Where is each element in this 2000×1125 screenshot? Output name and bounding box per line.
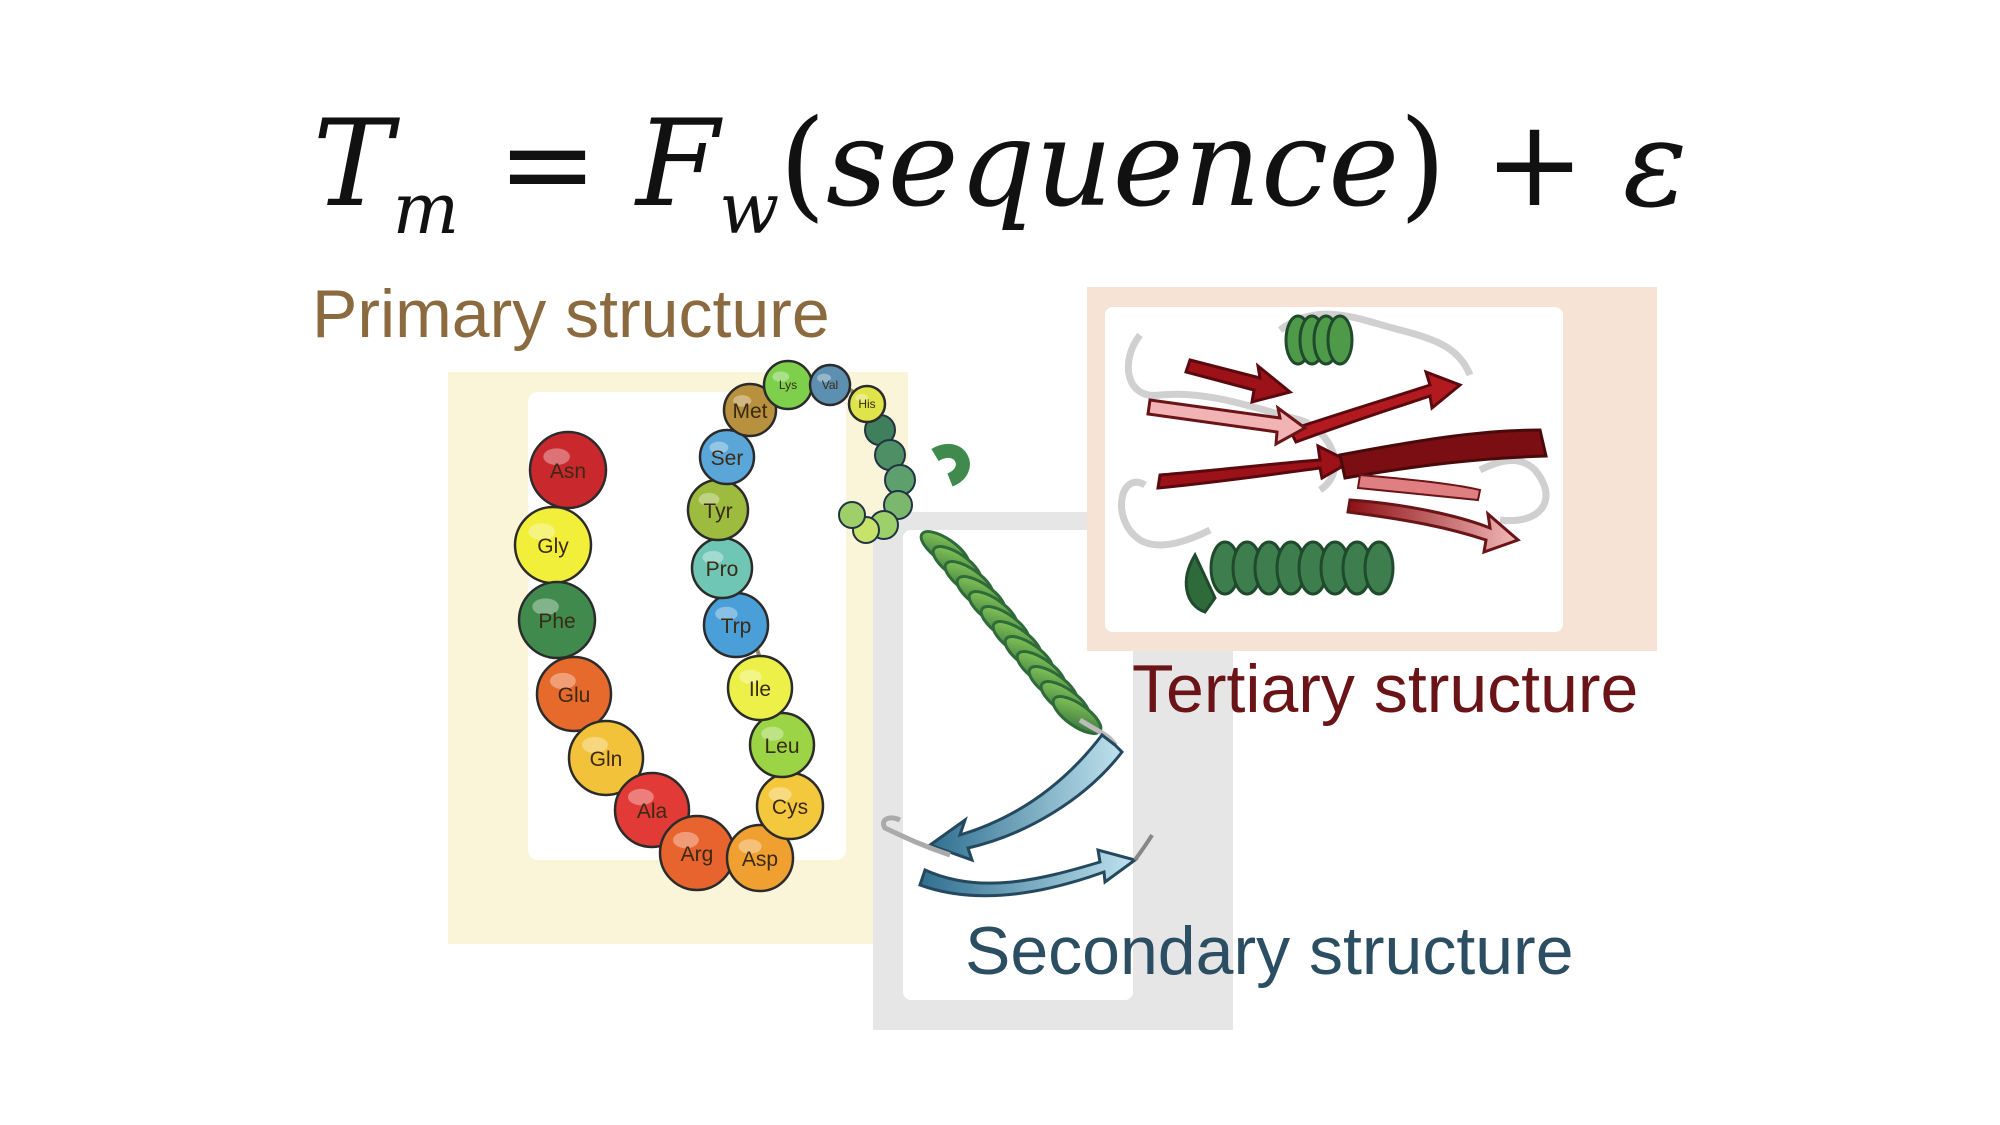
residue-bead: Asn <box>528 430 608 510</box>
residue-label: Gly <box>537 535 569 558</box>
helix-coil <box>1326 314 1354 366</box>
residue-label: Lys <box>779 378 797 392</box>
residue-label: Glu <box>558 684 591 707</box>
residue-bead: Phe <box>517 580 597 660</box>
beta-sheet <box>881 732 1154 898</box>
tertiary-ribbon <box>1118 310 1550 614</box>
eq-error-term: ε <box>1622 95 1688 234</box>
residue-bead: Asp <box>725 823 795 893</box>
primary-structure-label: Primary structure <box>312 276 830 352</box>
residue-bead: Glu <box>535 655 613 733</box>
residue-bead: Ser <box>698 428 756 486</box>
eq-lhs-symbol: T <box>312 95 393 234</box>
residue-bead: Val <box>808 363 852 407</box>
eq-close-paren: ) <box>1399 95 1447 234</box>
residue-bead: Cys <box>755 771 825 841</box>
tertiary-structure-label: Tertiary structure <box>1132 651 1639 727</box>
residue-label: Tyr <box>703 500 732 523</box>
eq-function-subscript: w <box>719 168 780 250</box>
residue-label: Asp <box>742 848 778 871</box>
residue-label: Leu <box>764 735 799 758</box>
residue-bead: Lys <box>762 359 814 411</box>
residue-bead: Met <box>722 382 778 438</box>
helix-coil <box>1363 540 1395 596</box>
eq-lhs-subscript: m <box>392 168 460 250</box>
residue-label: Trp <box>721 615 752 638</box>
residue-label: Pro <box>706 558 739 581</box>
residue-label: His <box>858 397 875 411</box>
residue-label: Phe <box>538 610 575 633</box>
residue-bead: His <box>847 384 887 424</box>
residue-bead: Tyr <box>686 478 750 542</box>
eq-open-paren: ( <box>779 95 826 234</box>
eq-equals: = <box>497 95 598 234</box>
residue-bead: Leu <box>748 711 816 779</box>
residue-bead: Ile <box>726 654 794 722</box>
residue-label: Ala <box>637 800 668 823</box>
residue-bead: Arg <box>658 814 736 892</box>
residue-beads: Asn Gly Phe Glu Gln Ala Arg Asp Cys Leu Ile Trp Pro T… <box>513 359 887 893</box>
residue-label: Asn <box>550 460 586 483</box>
melting-temperature-equation: Tm = Fw(sequence) + ε <box>0 95 2000 250</box>
residue-label: Arg <box>681 843 714 866</box>
eq-function-symbol: F <box>635 95 720 234</box>
secondary-structure-label: Secondary structure <box>965 913 1574 989</box>
residue-label: Ile <box>749 678 771 701</box>
residue-label: Ser <box>711 447 744 470</box>
residue-bead: Gln <box>567 719 645 797</box>
chain-transition-beads <box>838 414 916 544</box>
residue-label: Met <box>732 400 767 423</box>
residue-bead: Trp <box>702 591 770 659</box>
residue-label: Cys <box>772 796 808 819</box>
alpha-helix <box>919 443 1118 747</box>
residue-label: Val <box>822 378 838 392</box>
residue-label: Gln <box>590 748 623 771</box>
eq-plus: + <box>1484 95 1585 234</box>
eq-argument: sequence <box>825 95 1400 234</box>
residue-bead: Pro <box>690 536 754 600</box>
residue-bead: Gly <box>513 505 593 585</box>
